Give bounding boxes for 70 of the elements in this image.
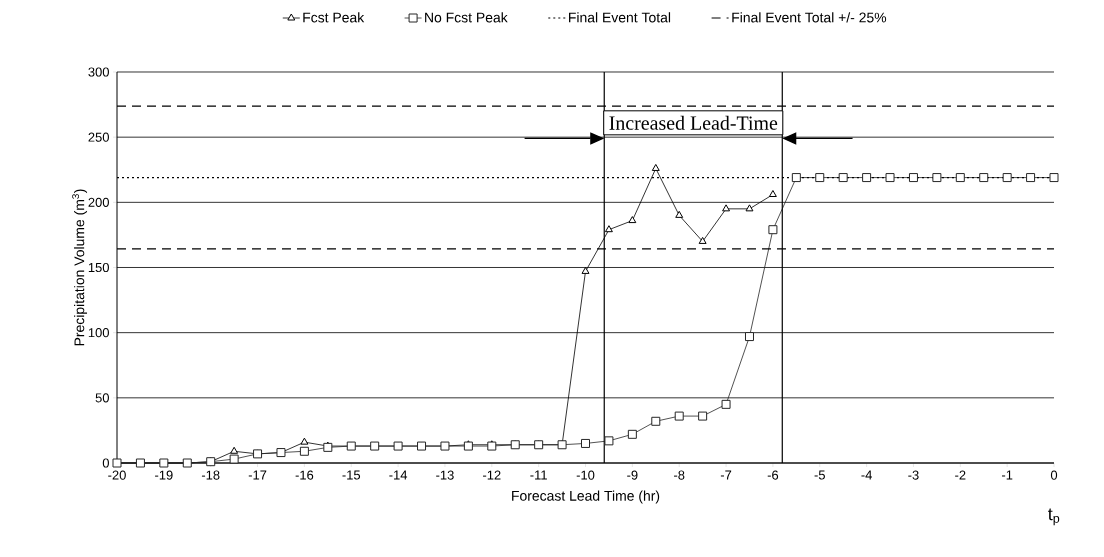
x-tick-label: -4: [861, 470, 872, 480]
x-tick-label: -14: [389, 470, 408, 480]
x-axis-title: Forecast Lead Time (hr): [512, 490, 660, 504]
legend-label: No Fcst Peak: [425, 12, 508, 23]
point: [721, 399, 731, 409]
x-tick-label: -2: [955, 470, 966, 480]
point: [674, 411, 684, 421]
point: [768, 190, 777, 198]
point: [955, 173, 965, 183]
point: [815, 173, 825, 183]
x-tick-label: -5: [814, 470, 825, 480]
legend-label: Final Event Total: [569, 12, 671, 23]
point: [1049, 173, 1059, 183]
x-tick-label: -9: [627, 470, 638, 480]
point: [299, 446, 309, 456]
x-tick-label: -8: [674, 470, 685, 480]
x-tick-label: -18: [201, 470, 220, 480]
point: [838, 173, 848, 183]
x-tick-label: -17: [248, 470, 267, 480]
point: [862, 173, 872, 183]
point: [581, 438, 591, 448]
point: [698, 411, 708, 421]
y-tick-label: 50: [95, 393, 109, 403]
point: [1026, 173, 1036, 183]
x-tick-label: -1: [1001, 470, 1013, 480]
x-tick-label: -10: [576, 470, 595, 480]
point: [604, 225, 613, 233]
point: [932, 173, 942, 183]
annotation: Increased Lead-Time: [609, 115, 778, 130]
point: [627, 429, 637, 439]
y-tick-label: 250: [88, 132, 109, 142]
y-axis-title: Precipitation Volume (m$^{3}$): [72, 189, 88, 346]
point: [229, 454, 239, 464]
point: [675, 210, 684, 218]
y-tick-label: 200: [88, 197, 109, 207]
point: [230, 446, 239, 454]
point: [768, 225, 778, 235]
point: [651, 416, 661, 426]
legend-label: Final Event Total +/- 25%: [732, 12, 887, 23]
x-tick-label: -12: [483, 470, 501, 480]
legend-label: Fcst Peak: [303, 12, 365, 23]
x-tick-label: -15: [342, 470, 361, 480]
x-tick-label: -11: [530, 470, 547, 480]
x-tick-label: -19: [155, 470, 173, 480]
point: [581, 266, 590, 274]
point: [908, 173, 918, 183]
point: [604, 436, 614, 446]
point: [1002, 173, 1012, 183]
point: [744, 332, 754, 342]
point: [722, 204, 731, 212]
y-tick-label: 0: [102, 458, 109, 468]
y-tick-label: 300: [88, 67, 109, 77]
y-tick-label: 150: [88, 262, 109, 273]
point: [791, 173, 801, 183]
x-tick-label: -6: [767, 470, 779, 480]
x-tick-label: -7: [720, 470, 732, 480]
x-tick-label: -20: [108, 470, 126, 480]
point: [300, 437, 309, 445]
x-tick-label: -3: [908, 470, 919, 480]
point: [628, 216, 637, 224]
x-tick-label: -16: [295, 470, 314, 480]
point: [745, 204, 754, 212]
point: [885, 173, 895, 183]
point: [698, 236, 707, 244]
x-tick-label: -13: [436, 470, 454, 480]
y-tick-label: 100: [88, 328, 109, 338]
point: [979, 173, 989, 183]
text: t$_{p}$: [1048, 508, 1060, 526]
x-tick-label: 0: [1050, 470, 1058, 480]
point: [651, 163, 660, 171]
